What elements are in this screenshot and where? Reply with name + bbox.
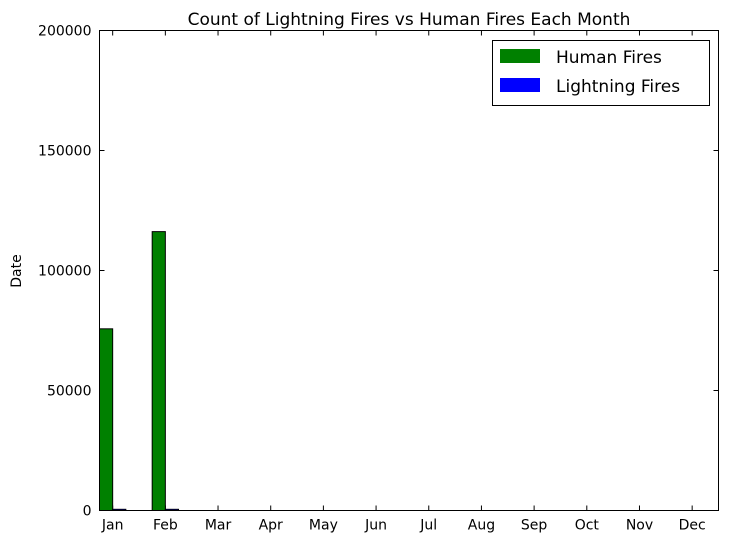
- x-tick-label: May: [309, 518, 338, 534]
- x-axis: Jan Feb Mar Apr May Jun Jul Aug Sep Oct Nov Dec: [101, 30, 706, 534]
- x-tick-label: Jun: [364, 518, 387, 534]
- y-tick-label: 50000: [47, 384, 92, 400]
- x-tick-label: Feb: [153, 518, 178, 534]
- bars-group: [99, 231, 180, 511]
- x-tick-label: Jul: [419, 518, 437, 534]
- legend-label: Human Fires: [556, 48, 662, 68]
- y-tick-label: 100000: [38, 264, 91, 280]
- y-tick-label: 200000: [38, 24, 91, 40]
- y-tick-label: 0: [83, 504, 92, 520]
- x-tick-label: Dec: [679, 518, 706, 534]
- bar-human-fires: [151, 231, 166, 511]
- legend-swatch: [500, 78, 540, 92]
- bar-human-fires: [99, 328, 114, 511]
- x-tick-label: Jan: [101, 518, 124, 534]
- x-tick-label: Nov: [626, 518, 653, 534]
- x-tick-label: Mar: [205, 518, 232, 534]
- x-tick-label: Aug: [468, 518, 495, 534]
- y-axis-label: Date: [9, 254, 25, 287]
- x-tick-label: Apr: [259, 518, 283, 534]
- x-tick-label: Sep: [521, 518, 548, 534]
- y-axis: 0 50000 100000 150000 200000: [38, 24, 719, 520]
- x-tick-label: Oct: [575, 518, 600, 534]
- plot-frame: [99, 30, 719, 511]
- legend-swatch: [500, 49, 540, 63]
- legend-label: Lightning Fires: [556, 77, 680, 97]
- y-tick-label: 150000: [38, 144, 91, 160]
- legend: Human Fires Lightning Fires: [492, 40, 710, 106]
- chart-title: Count of Lightning Fires vs Human Fires …: [188, 10, 631, 30]
